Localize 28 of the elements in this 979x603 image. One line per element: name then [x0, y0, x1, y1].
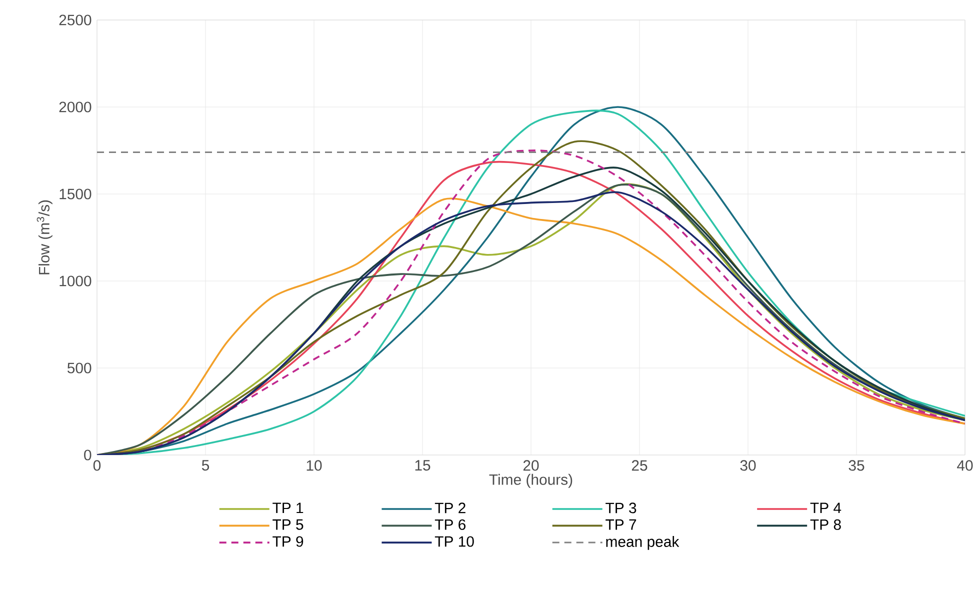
x-tick-label: 10 [306, 460, 322, 471]
legend-label: TP 9 [272, 536, 304, 547]
y-tick-label: 1500 [60, 188, 92, 200]
legend-label: TP 6 [434, 519, 466, 530]
y-tick-label: 2000 [59, 102, 92, 112]
legend-label: TP 7 [606, 519, 636, 530]
x-tick-label: 15 [415, 460, 430, 471]
y-tick-label: 1000 [60, 276, 92, 286]
legend-label: TP 1 [272, 502, 304, 514]
legend-label: TP 5 [272, 519, 304, 530]
y-tick-label: 500 [67, 362, 92, 374]
x-tick-label: 20 [523, 460, 539, 471]
legend-label: mean peak [606, 536, 680, 550]
y-tick-label: 2500 [59, 14, 92, 26]
x-tick-label: 5 [202, 460, 210, 471]
x-tick-label: 30 [740, 460, 756, 471]
x-tick-label: 25 [632, 460, 648, 471]
legend-label: TP 2 [434, 502, 466, 514]
legend-label: TP 4 [810, 502, 842, 514]
y-tick-label: 0 [84, 450, 92, 460]
legend-label: TP 3 [606, 502, 636, 514]
y-axis-title: Flow (m$^{3}$/s) [36, 200, 52, 274]
x-tick-label: 40 [957, 460, 973, 471]
legend-label: TP 10 [434, 536, 474, 547]
x-axis-title: Time (hours) [489, 474, 572, 488]
x-tick-label: 0 [93, 460, 101, 471]
legend-label: TP 8 [810, 519, 841, 530]
x-tick-label: 35 [848, 460, 864, 471]
